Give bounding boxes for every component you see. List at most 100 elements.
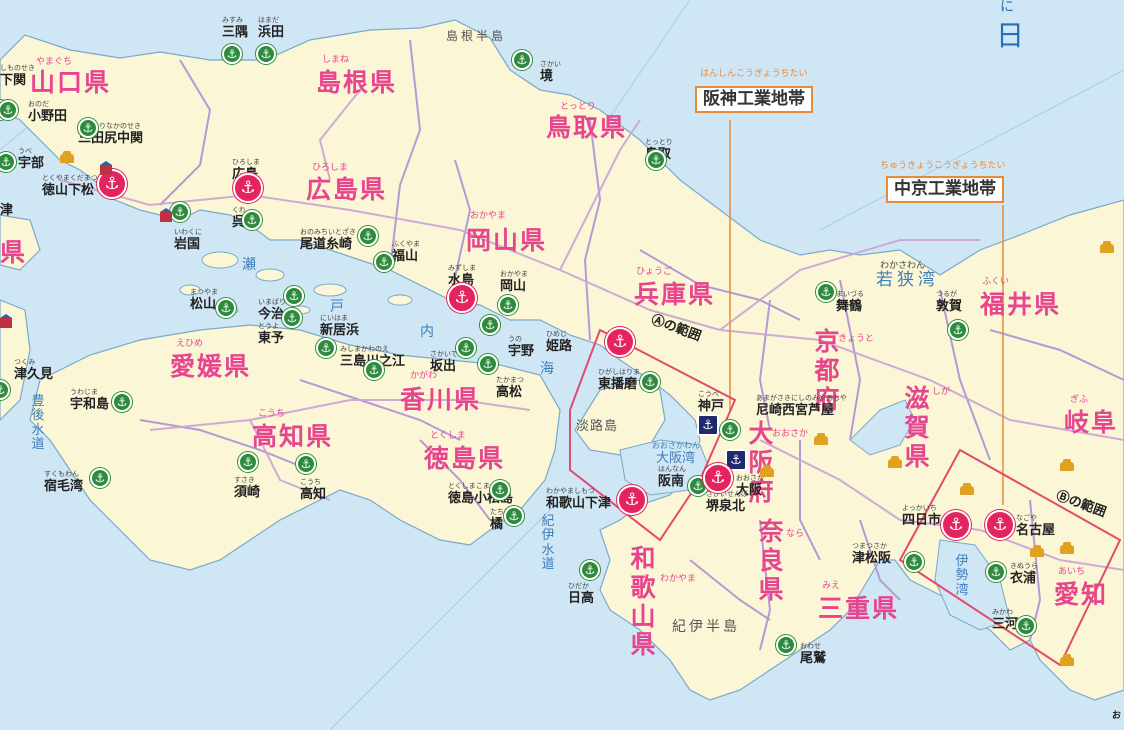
city-label: 坂出 (430, 359, 457, 374)
port-icon: ⚓ (478, 354, 498, 374)
city-label: 舞鶴 (836, 299, 863, 314)
port-icon: ⚓ (720, 420, 740, 440)
city-ruby: はまだ (258, 16, 279, 24)
sea-glyph-1: に (1000, 0, 1014, 15)
pref-tottori: 鳥取県 (546, 113, 628, 142)
city-label: 堺泉北 (706, 499, 746, 514)
osaka-ruby: おおさか (772, 429, 809, 439)
seto-3: 内 (420, 324, 434, 340)
factory-icon (100, 161, 112, 175)
port-icon: ⚓ (170, 202, 190, 222)
city-ruby: とくしまこまつしま (448, 482, 511, 490)
city-ruby: おわせ (800, 642, 821, 650)
nara-ruby: なら (786, 529, 805, 539)
plant-icon (888, 456, 902, 468)
hiroshima-ruby: ひろしま (312, 163, 349, 173)
sea-glyph-2: 日 (996, 19, 1025, 52)
major-port-icon: ⚓ (617, 485, 647, 515)
city-label: 宇和島 (70, 397, 110, 412)
osaka-wan: 大阪湾 (656, 451, 696, 466)
port-icon: ⚓ (374, 252, 394, 272)
city-label: 宿毛湾 (44, 479, 84, 494)
port-icon: ⚓ (986, 562, 1006, 582)
city-label: 四日市 (902, 513, 942, 528)
city-ruby: みしまかわのえ (340, 345, 389, 353)
city-ruby: ひめじ (546, 330, 567, 338)
city-label: 浜田 (258, 25, 285, 40)
plant-icon (1060, 542, 1074, 554)
kii-hanto: 紀伊半島 (672, 619, 740, 635)
plant-icon (814, 433, 828, 445)
port-icon: ⚓ (90, 468, 110, 488)
pref-aichi: 愛知 (1054, 580, 1109, 609)
city-ruby: さかいせんぼく (706, 490, 755, 498)
okayama-ruby: おかやま (470, 211, 507, 221)
tokushima-ruby: とくしま (430, 431, 466, 441)
city-ruby: みずしま (448, 264, 476, 272)
city-ruby: うべ (18, 147, 32, 155)
port-icon: ⚓ (816, 282, 836, 302)
city-ruby: つまつさか (852, 542, 887, 550)
pref-yamaguchi: 山口県 (30, 68, 112, 97)
city-label: 三河 (992, 617, 1019, 632)
city-label: 宇部 (18, 156, 45, 171)
city-ruby: まいづる (836, 290, 864, 298)
port-icon: ⚓ (512, 50, 532, 70)
city-label: 東播磨 (598, 377, 638, 392)
right-edge: お (1112, 711, 1122, 721)
city-label: 大阪 (736, 483, 763, 498)
ehime-ruby: えひめ (176, 339, 204, 349)
city-label: 姫路 (546, 339, 573, 354)
pref-okayama: 岡山県 (466, 226, 548, 255)
kii-suido: 紀伊水道 (541, 514, 555, 572)
major-port-icon: ⚓ (233, 173, 263, 203)
city-ruby: いわくに (174, 228, 202, 236)
wakasa-wan-ruby: わかさわん (880, 261, 926, 271)
gifu-ruby: ぎふ (1070, 395, 1089, 405)
port-icon: ⚓ (646, 150, 666, 170)
city-ruby: よっかいち (902, 504, 937, 512)
city-ruby: ふくやま (392, 240, 420, 248)
port-icon: ⚓ (1016, 616, 1036, 636)
plant-icon (960, 483, 974, 495)
hanshin-belt-label: 阪神工業地帯 (695, 86, 813, 113)
pref-kagawa: 香川県 (400, 385, 482, 414)
plant-icon (1060, 654, 1074, 666)
city-label: 岩国 (174, 237, 201, 252)
kagawa-ruby: かがわ (410, 371, 438, 381)
city-label: 尼崎西宮芦屋 (756, 403, 835, 418)
port-icon: ⚓ (640, 372, 660, 392)
major-port-icon: ⚓ (941, 510, 971, 540)
city-ruby: ひがしはりま (598, 368, 640, 376)
pref-wakayama: 和歌山県 (630, 544, 656, 660)
city-ruby: うの (508, 335, 522, 343)
port-icon: ⚓ (222, 44, 242, 64)
seto-4: 海 (540, 361, 554, 377)
city-ruby: つるが (936, 290, 957, 298)
major-port-icon: ⚓ (703, 463, 733, 493)
city-label: 福山 (392, 249, 419, 264)
city-ruby: いまばり (258, 298, 286, 306)
pref-shimane: 島根県 (316, 68, 398, 97)
city-label: 徳山下松 (42, 183, 95, 198)
port-icon: ⚓ (498, 295, 518, 315)
city-ruby: にいはま (320, 314, 348, 322)
city-label: 衣浦 (1010, 571, 1037, 586)
port-icon: ⚓ (480, 315, 500, 335)
yamaguchi-ruby: やまぐち (36, 57, 73, 67)
city-label: 今治 (258, 307, 285, 322)
city-ruby: うわじま (70, 388, 98, 396)
city-ruby: おのだ (28, 100, 49, 108)
seto-2: 戸 (330, 299, 344, 315)
city-label: 和歌山下津 (546, 496, 612, 511)
city-label: 尾道糸崎 (300, 237, 353, 252)
city-ruby: おのみちいとざき (300, 228, 356, 236)
city-ruby: ひだか (568, 582, 589, 590)
pref-hiroshima: 広島県 (306, 175, 388, 204)
city-ruby: しものせき (0, 64, 35, 72)
port-icon: ⚓ (0, 152, 16, 172)
wakasa-wan: 若狭湾 (876, 270, 939, 290)
mie-ruby: みえ (822, 581, 841, 591)
port-icon: ⚓ (296, 454, 316, 474)
